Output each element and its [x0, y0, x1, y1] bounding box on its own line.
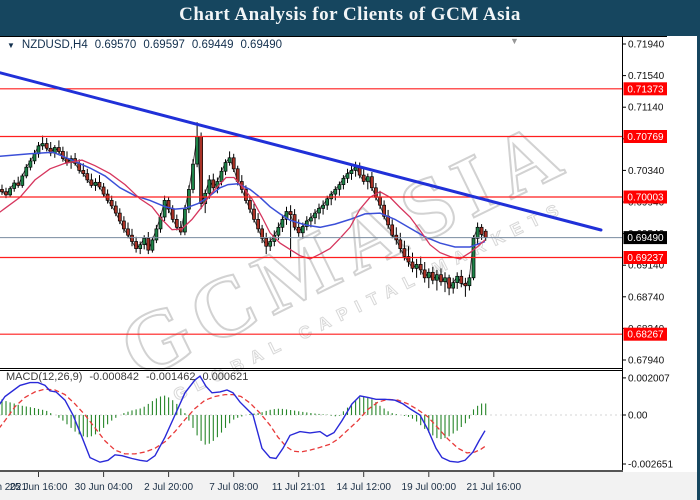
- panel-borders: [0, 36, 667, 472]
- svg-text:0.71373: 0.71373: [627, 84, 664, 95]
- chart-canvas[interactable]: 0.719400.715400.711400.707400.703400.699…: [0, 30, 700, 500]
- price-badge-resistance: 0.69237: [623, 251, 667, 264]
- ma-slow-blue: [0, 151, 486, 248]
- svg-text:0.002007: 0.002007: [628, 373, 670, 384]
- svg-text:14 Jul 12:00: 14 Jul 12:00: [336, 482, 391, 493]
- svg-text:0.70340: 0.70340: [628, 166, 665, 177]
- svg-text:23 Jun 2021: 23 Jun 2021: [0, 482, 27, 493]
- svg-text:0.69490: 0.69490: [627, 233, 664, 244]
- ma-fast-red: [0, 159, 486, 260]
- symbol-period-label: NZDUSD,H4: [21, 39, 88, 51]
- price-badge-resistance: 0.70003: [623, 190, 667, 204]
- svg-text:0.68740: 0.68740: [628, 292, 665, 303]
- svg-text:30 Jun 04:00: 30 Jun 04:00: [75, 482, 133, 493]
- macd-value: -0.000842: [89, 371, 139, 383]
- svg-text:19 Jul 00:00: 19 Jul 00:00: [402, 482, 457, 493]
- price-badge-resistance: 0.70769: [623, 130, 667, 143]
- macd-histogram-value: 0.000621: [202, 371, 249, 383]
- price-axis: 0.719400.715400.711400.707400.703400.699…: [622, 40, 667, 367]
- title-bar: Chart Analysis for Clients of GCM Asia: [0, 0, 700, 30]
- time-axis-strip: [0, 472, 697, 500]
- svg-text:0.67940: 0.67940: [628, 356, 665, 367]
- macd-indicator-label: MACD(12,26,9): [6, 371, 83, 383]
- scroll-to-latest-marker: ▼: [510, 36, 519, 46]
- candlesticks[interactable]: [0, 122, 488, 297]
- chart-window: [0, 36, 697, 472]
- chart-header: ▼ NZDUSD,H4 0.69570 0.69597 0.69449 0.69…: [7, 39, 282, 51]
- macd-signal-line: [0, 388, 486, 455]
- svg-text:21 Jul 16:00: 21 Jul 16:00: [467, 482, 522, 493]
- svg-text:0.70003: 0.70003: [627, 193, 664, 204]
- svg-text:0.71540: 0.71540: [628, 71, 665, 82]
- svg-text:0.70769: 0.70769: [627, 132, 664, 143]
- price-badge-resistance: 0.71373: [623, 82, 667, 96]
- macd-panel[interactable]: [0, 375, 622, 467]
- svg-text:0.71140: 0.71140: [628, 103, 664, 114]
- symbol-dropdown-arrow[interactable]: ▼: [7, 40, 15, 50]
- price-badge-resistance: 0.68267: [623, 327, 667, 341]
- svg-text:11 Jul 21:01: 11 Jul 21:01: [272, 482, 326, 493]
- svg-text:25 Jun 16:00: 25 Jun 16:00: [10, 482, 68, 493]
- svg-text:0.71940: 0.71940: [628, 40, 665, 51]
- macd-axis: 0.002007 0.00 -0.002651: [622, 373, 673, 471]
- price-badge-current: 0.69490: [623, 231, 667, 245]
- svg-text:0.00: 0.00: [628, 411, 648, 422]
- ohlc-open: 0.69570: [94, 39, 137, 51]
- svg-text:0.68267: 0.68267: [627, 330, 664, 341]
- macd-header: MACD(12,26,9) -0.000842 -0.001462 0.0006…: [6, 371, 248, 383]
- ohlc-close: 0.69490: [240, 39, 283, 51]
- ohlc-low: 0.69449: [191, 39, 234, 51]
- ohlc-high: 0.69597: [143, 39, 185, 51]
- svg-text:7 Jul 08:00: 7 Jul 08:00: [209, 482, 258, 493]
- page-title: Chart Analysis for Clients of GCM Asia: [179, 4, 521, 25]
- svg-text:0.69237: 0.69237: [627, 253, 664, 264]
- descending-trendline[interactable]: [0, 65, 603, 232]
- svg-text:2 Jul 20:00: 2 Jul 20:00: [144, 482, 193, 493]
- macd-signal-value: -0.001462: [145, 371, 196, 383]
- macd-main-line: [0, 375, 486, 463]
- svg-text:-0.002651: -0.002651: [628, 460, 673, 471]
- svg-text:0.69140: 0.69140: [628, 261, 665, 272]
